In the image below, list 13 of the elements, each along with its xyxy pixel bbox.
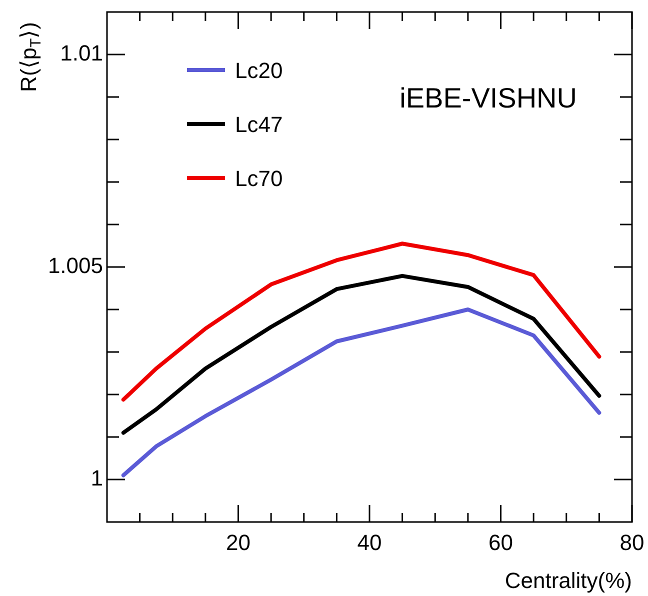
y-tick-label: 1 <box>90 466 103 491</box>
x-tick-label: 40 <box>357 530 382 556</box>
legend-label: Lc20 <box>235 58 283 84</box>
x-tick-label: 60 <box>488 530 513 556</box>
legend-label: Lc47 <box>235 112 283 138</box>
y-tick-label: 1.01 <box>60 40 103 66</box>
x-tick-label: 20 <box>226 530 250 556</box>
legend-label: Lc70 <box>235 166 283 192</box>
y-axis-title: R(⟨pT⟩) <box>16 22 45 92</box>
x-tick-label: 80 <box>620 530 644 556</box>
annotation: iEBE-VISHNU <box>400 82 577 114</box>
y-tick-label: 1.005 <box>48 253 103 278</box>
x-axis-title: Centrality(%) <box>504 568 632 594</box>
